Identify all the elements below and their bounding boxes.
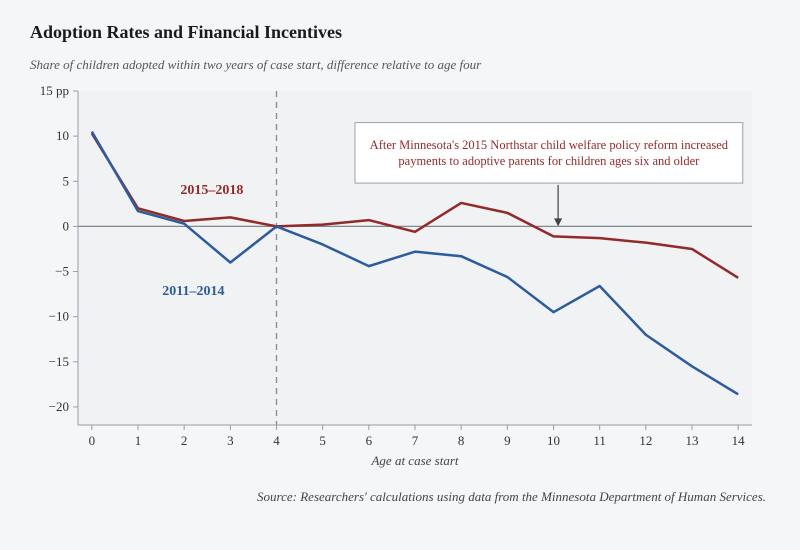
svg-text:payments to adoptive parents f: payments to adoptive parents for childre… [398, 154, 700, 168]
svg-text:−15: −15 [49, 354, 69, 369]
svg-text:−10: −10 [49, 309, 69, 324]
svg-text:12: 12 [639, 433, 652, 448]
svg-text:10: 10 [547, 433, 560, 448]
svg-text:10: 10 [56, 128, 69, 143]
svg-text:2: 2 [181, 433, 188, 448]
line-chart-svg: −20−15−10−5051015 pp01234567891011121314… [28, 77, 772, 477]
svg-text:4: 4 [273, 433, 280, 448]
source-note: Source: Researchers' calculations using … [28, 489, 772, 505]
svg-text:2015–2018: 2015–2018 [180, 183, 243, 198]
svg-text:Age at case start: Age at case start [370, 453, 458, 468]
svg-text:6: 6 [366, 433, 373, 448]
svg-text:11: 11 [593, 433, 606, 448]
plot-area: −20−15−10−5051015 pp01234567891011121314… [28, 77, 772, 477]
chart-title: Adoption Rates and Financial Incentives [30, 22, 772, 43]
svg-text:−20: −20 [49, 399, 69, 414]
svg-text:13: 13 [685, 433, 698, 448]
chart-subtitle: Share of children adopted within two yea… [30, 57, 772, 73]
svg-text:14: 14 [732, 433, 746, 448]
svg-text:3: 3 [227, 433, 234, 448]
svg-text:5: 5 [319, 433, 326, 448]
svg-text:After Minnesota's 2015 Northst: After Minnesota's 2015 Northstar child w… [370, 138, 729, 152]
svg-text:8: 8 [458, 433, 465, 448]
chart-container: Adoption Rates and Financial Incentives … [0, 0, 800, 550]
svg-text:2011–2014: 2011–2014 [162, 284, 224, 299]
svg-text:9: 9 [504, 433, 511, 448]
svg-text:−5: −5 [55, 264, 69, 279]
svg-text:5: 5 [63, 173, 70, 188]
svg-text:1: 1 [135, 433, 142, 448]
svg-text:15 pp: 15 pp [40, 83, 69, 98]
svg-text:0: 0 [89, 433, 96, 448]
svg-text:0: 0 [63, 218, 70, 233]
svg-text:7: 7 [412, 433, 419, 448]
